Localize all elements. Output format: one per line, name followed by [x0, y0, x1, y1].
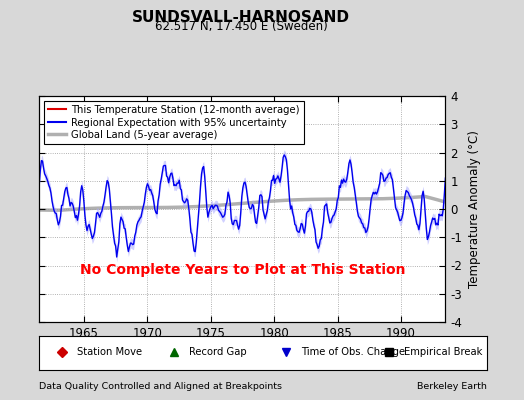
Text: Berkeley Earth: Berkeley Earth	[418, 382, 487, 391]
Text: Empirical Break: Empirical Break	[405, 347, 483, 357]
Legend: This Temperature Station (12-month average), Regional Expectation with 95% uncer: This Temperature Station (12-month avera…	[45, 101, 304, 144]
Text: Data Quality Controlled and Aligned at Breakpoints: Data Quality Controlled and Aligned at B…	[39, 382, 282, 391]
Text: Record Gap: Record Gap	[189, 347, 247, 357]
Y-axis label: Temperature Anomaly (°C): Temperature Anomaly (°C)	[468, 130, 481, 288]
Text: Time of Obs. Change: Time of Obs. Change	[301, 347, 406, 357]
Text: No Complete Years to Plot at This Station: No Complete Years to Plot at This Statio…	[80, 263, 405, 277]
Text: Station Move: Station Move	[78, 347, 143, 357]
Text: 62.517 N, 17.450 E (Sweden): 62.517 N, 17.450 E (Sweden)	[155, 20, 328, 33]
Text: SUNDSVALL-HARNOSAND: SUNDSVALL-HARNOSAND	[132, 10, 350, 25]
